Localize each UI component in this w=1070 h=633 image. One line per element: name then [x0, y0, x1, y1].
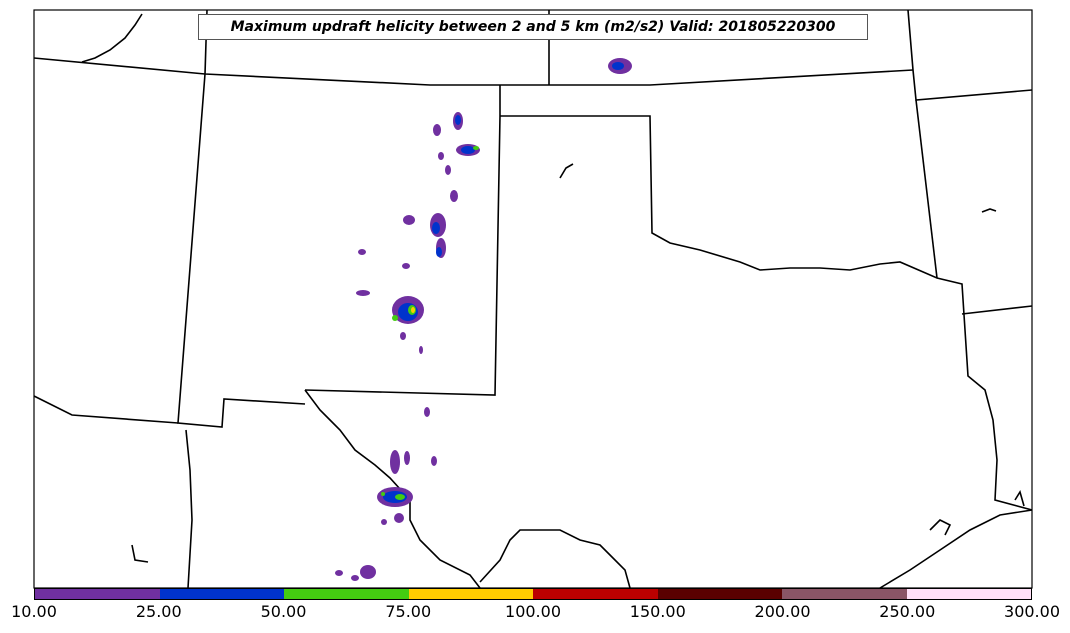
colorbar-tick-label: 50.00: [260, 602, 307, 621]
colorbar-segment: [159, 589, 284, 599]
colorbar-tick-label: 75.00: [385, 602, 432, 621]
colorbar-tick-label: 250.00: [879, 602, 936, 621]
new-mexico-border: [177, 73, 306, 428]
colorbar-tick-label: 150.00: [629, 602, 686, 621]
map-title: Maximum updraft helicity between 2 and 5…: [198, 14, 868, 40]
rio-grande-border: [304, 389, 481, 589]
kansas-north-border: [33, 57, 914, 86]
colorbar-tick-label: 25.00: [135, 602, 182, 621]
texas-panhandle-border: [304, 85, 501, 396]
colorbar-labels: 10.00 25.00 50.00 75.00 100.00 150.00 200.00 25…: [0, 600, 1070, 630]
oklahoma-texas-border: [500, 115, 1033, 511]
colorbar-segment: [284, 589, 409, 599]
colorbar-segment: [35, 589, 160, 599]
colorbar-segment: [533, 589, 658, 599]
colorbar-segment: [657, 589, 782, 599]
colorbar-tick-label: 300.00: [1004, 602, 1060, 621]
colorbar-segment: [782, 589, 907, 599]
colorbar-tick-label: 200.00: [754, 602, 811, 621]
colorbar-segment: [408, 589, 533, 599]
colorbar: [34, 588, 1032, 600]
state-boundaries: [33, 9, 1033, 589]
map-frame: [33, 9, 1033, 589]
gulf-coast: [879, 509, 1033, 589]
colorbar-tick-label: 100.00: [505, 602, 561, 621]
helicity-swaths: [335, 58, 632, 581]
colorbar-segment: [906, 589, 1031, 599]
colorbar-tick-label: 10.00: [11, 602, 57, 621]
